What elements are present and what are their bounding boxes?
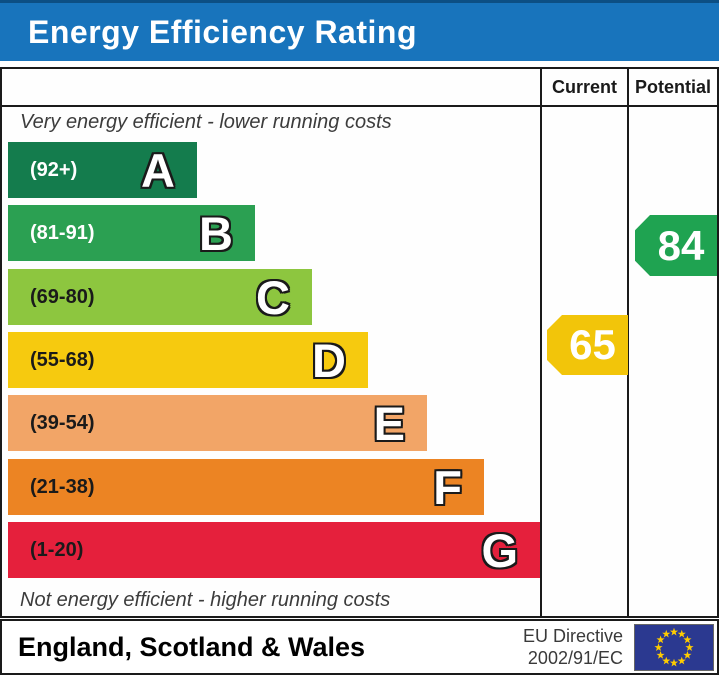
band-a-range: (92+) xyxy=(30,158,78,181)
current-column-divider xyxy=(540,69,542,616)
band-a: (92+) A xyxy=(8,142,197,198)
band-c-letter: C xyxy=(256,270,290,324)
band-c: (69-80) C xyxy=(8,269,312,325)
band-g: (1-20) G xyxy=(8,522,540,578)
current-rating-arrow: 65 xyxy=(547,315,628,375)
potential-rating-arrow: 84 xyxy=(635,215,717,276)
rating-table: Current Potential Very energy efficient … xyxy=(0,67,719,618)
current-rating-value: 65 xyxy=(569,321,616,368)
header-bar: Energy Efficiency Rating xyxy=(0,3,719,61)
potential-rating-value: 84 xyxy=(657,221,705,269)
top-caption: Very energy efficient - lower running co… xyxy=(20,111,392,133)
band-b-range: (81-91) xyxy=(30,221,95,244)
band-f-letter: F xyxy=(433,460,462,514)
band-g-range: (1-20) xyxy=(30,538,84,561)
region-label: England, Scotland & Wales xyxy=(18,631,366,662)
current-column-header: Current xyxy=(551,76,617,97)
potential-column-header: Potential xyxy=(634,76,711,97)
band-c-range: (69-80) xyxy=(30,285,95,308)
header-top-accent-strip xyxy=(0,0,719,3)
eu-flag-icon xyxy=(634,624,714,671)
header-row-divider xyxy=(2,105,717,107)
band-b: (81-91) B xyxy=(8,205,255,261)
band-f-range: (21-38) xyxy=(30,475,95,498)
eu-directive-label: EU Directive 2002/91/EC xyxy=(523,621,623,673)
band-e: (39-54) E xyxy=(8,395,427,451)
band-d-range: (55-68) xyxy=(30,348,95,371)
potential-column-divider xyxy=(627,69,629,616)
band-a-letter: A xyxy=(141,143,175,197)
band-e-letter: E xyxy=(373,396,405,450)
bottom-caption: Not energy efficient - higher running co… xyxy=(20,589,391,611)
eu-flag-stars xyxy=(654,627,694,667)
band-d-letter: D xyxy=(312,333,346,387)
band-d: (55-68) D xyxy=(8,332,368,388)
band-b-letter: B xyxy=(199,206,233,260)
band-g-letter: G xyxy=(481,523,518,577)
eu-directive-line1: EU Directive xyxy=(522,625,623,646)
eu-directive-line2: 2002/91/EC xyxy=(527,648,623,668)
footer: England, Scotland & Wales EU Directive 2… xyxy=(0,619,719,675)
band-e-range: (39-54) xyxy=(30,411,95,434)
page-title: Energy Efficiency Rating xyxy=(28,13,417,50)
band-f: (21-38) F xyxy=(8,459,484,515)
